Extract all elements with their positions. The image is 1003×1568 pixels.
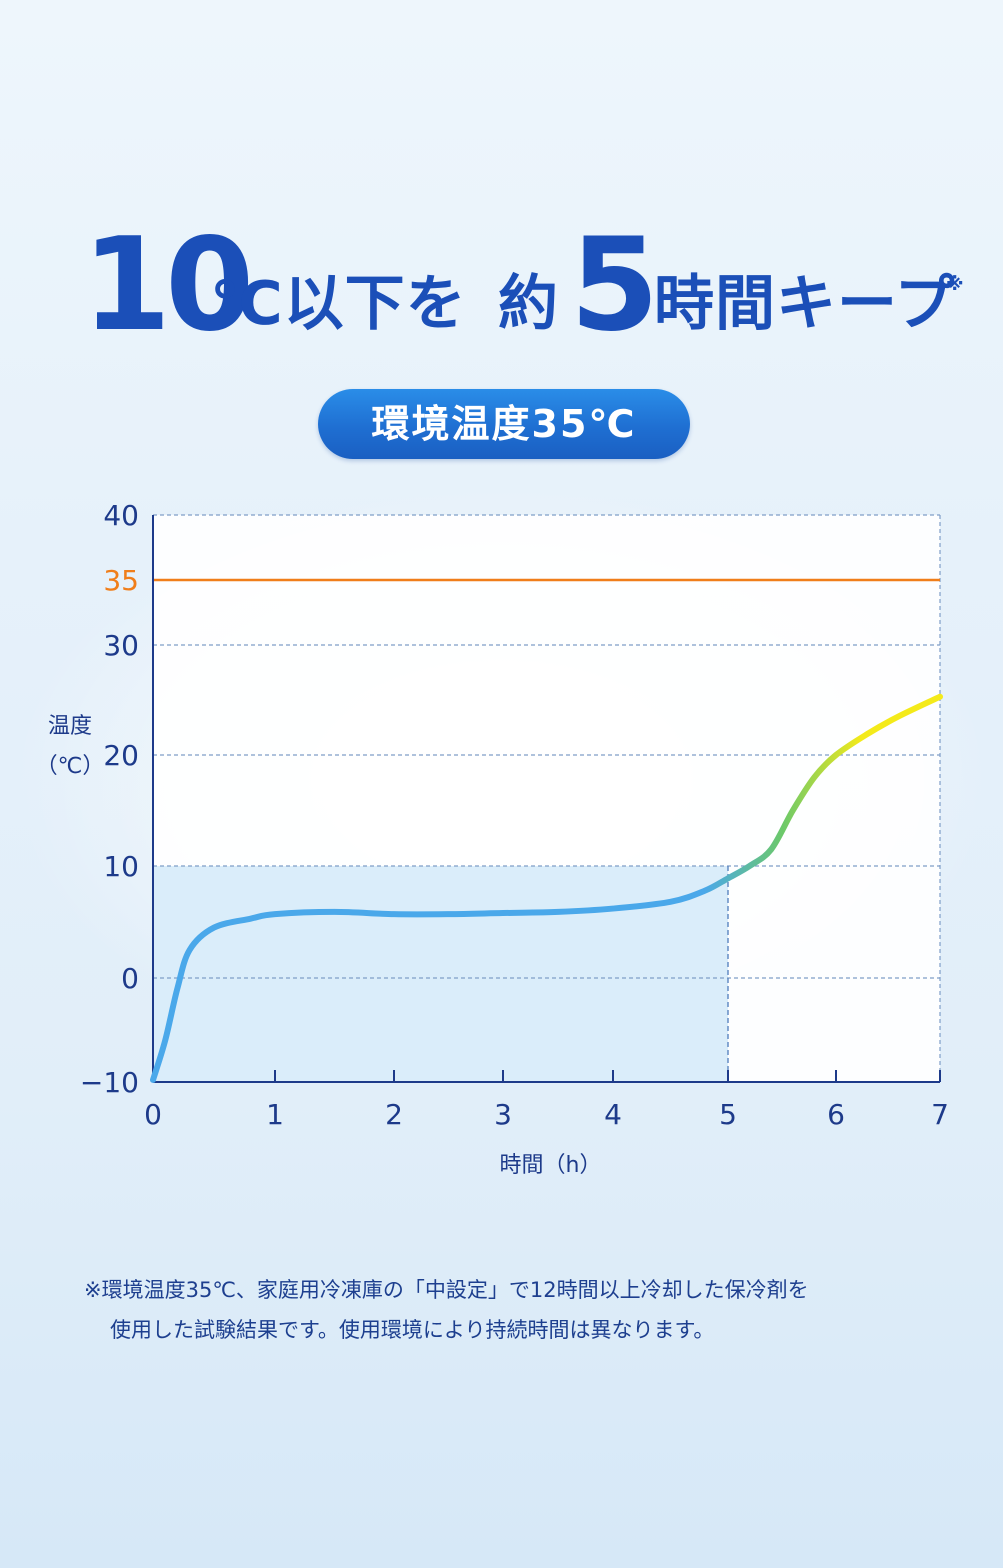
x-tick-label-5: 5	[719, 1098, 737, 1131]
headline-number-5: 5	[570, 211, 659, 360]
x-tick-label-4: 4	[604, 1098, 622, 1131]
condition-badge: 環境温度35℃	[318, 389, 690, 459]
x-tick-label-7: 7	[931, 1098, 949, 1131]
x-tick-label-2: 2	[385, 1098, 403, 1131]
temperature-curve	[150, 693, 943, 1083]
shaded-region-below-10c	[153, 866, 728, 1082]
headline-about: 約	[498, 269, 559, 339]
x-tick-label-0: 0	[144, 1098, 162, 1131]
headline-note-mark: ※	[946, 274, 964, 295]
y-tick-label--10: −10	[80, 1066, 139, 1099]
headline: 10 ℃以下を 約 5 時間キープ ※	[0, 222, 1003, 372]
y-tick-label-35: 35	[103, 564, 139, 597]
footnote-line-1: ※環境温度35℃、家庭用冷凍庫の「中設定」で12時間以上冷却した保冷剤を	[84, 1278, 809, 1302]
x-tick-label-3: 3	[494, 1098, 512, 1131]
footnote: ※環境温度35℃、家庭用冷凍庫の「中設定」で12時間以上冷却した保冷剤を 使用し…	[84, 1270, 964, 1350]
y-tick-label-0: 0	[121, 962, 139, 995]
y-tick-label-40: 40	[103, 499, 139, 532]
headline-below-celsius: ℃以下を	[210, 269, 467, 339]
y-tick-label-30: 30	[103, 629, 139, 662]
y-axis-label-line-1: 温度	[48, 714, 92, 739]
y-axis-label-line-2: （℃）	[36, 754, 105, 779]
x-tick-label-6: 6	[827, 1098, 845, 1131]
y-tick-label-10: 10	[103, 850, 139, 883]
y-tick-label-20: 20	[103, 739, 139, 772]
x-axis-label: 時間（h）	[500, 1153, 602, 1178]
headline-number-10: 10	[82, 211, 254, 360]
x-tick-label-1: 1	[266, 1098, 284, 1131]
headline-hours-keep: 時間キープ	[654, 269, 956, 339]
footnote-line-2: 使用した試験結果です。使用環境により持続時間は異なります。	[110, 1318, 715, 1342]
